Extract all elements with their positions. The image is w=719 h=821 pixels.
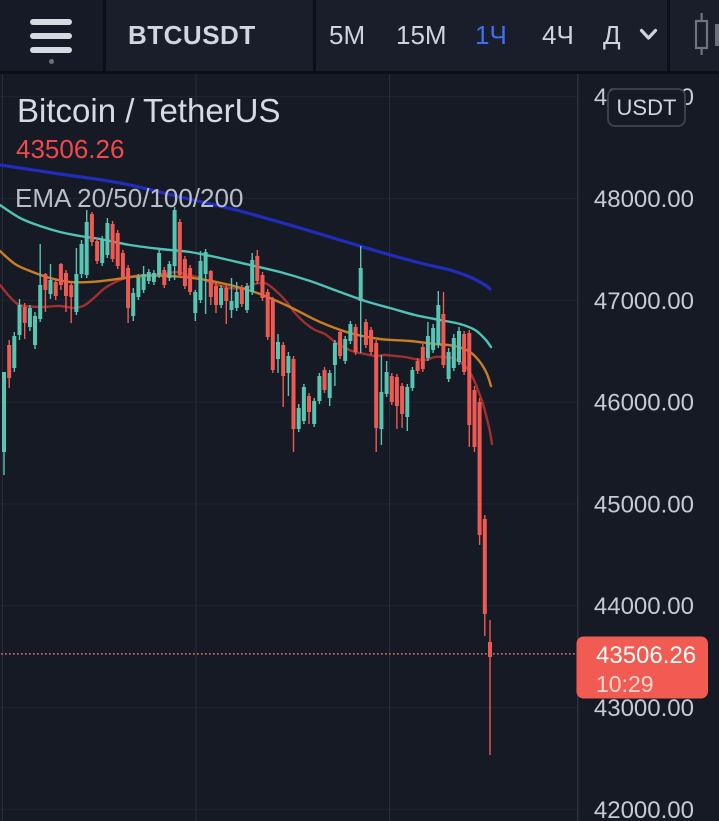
svg-text:43506.26: 43506.26 (596, 642, 696, 669)
svg-text:48000.00: 48000.00 (594, 186, 694, 213)
svg-text:44000.00: 44000.00 (594, 593, 694, 620)
svg-text:43000.00: 43000.00 (594, 695, 694, 722)
svg-text:10:29: 10:29 (596, 671, 654, 697)
svg-text:47000.00: 47000.00 (594, 288, 694, 315)
svg-text:45000.00: 45000.00 (594, 491, 694, 518)
svg-text:42000.00: 42000.00 (594, 797, 694, 821)
svg-text:46000.00: 46000.00 (594, 390, 694, 417)
